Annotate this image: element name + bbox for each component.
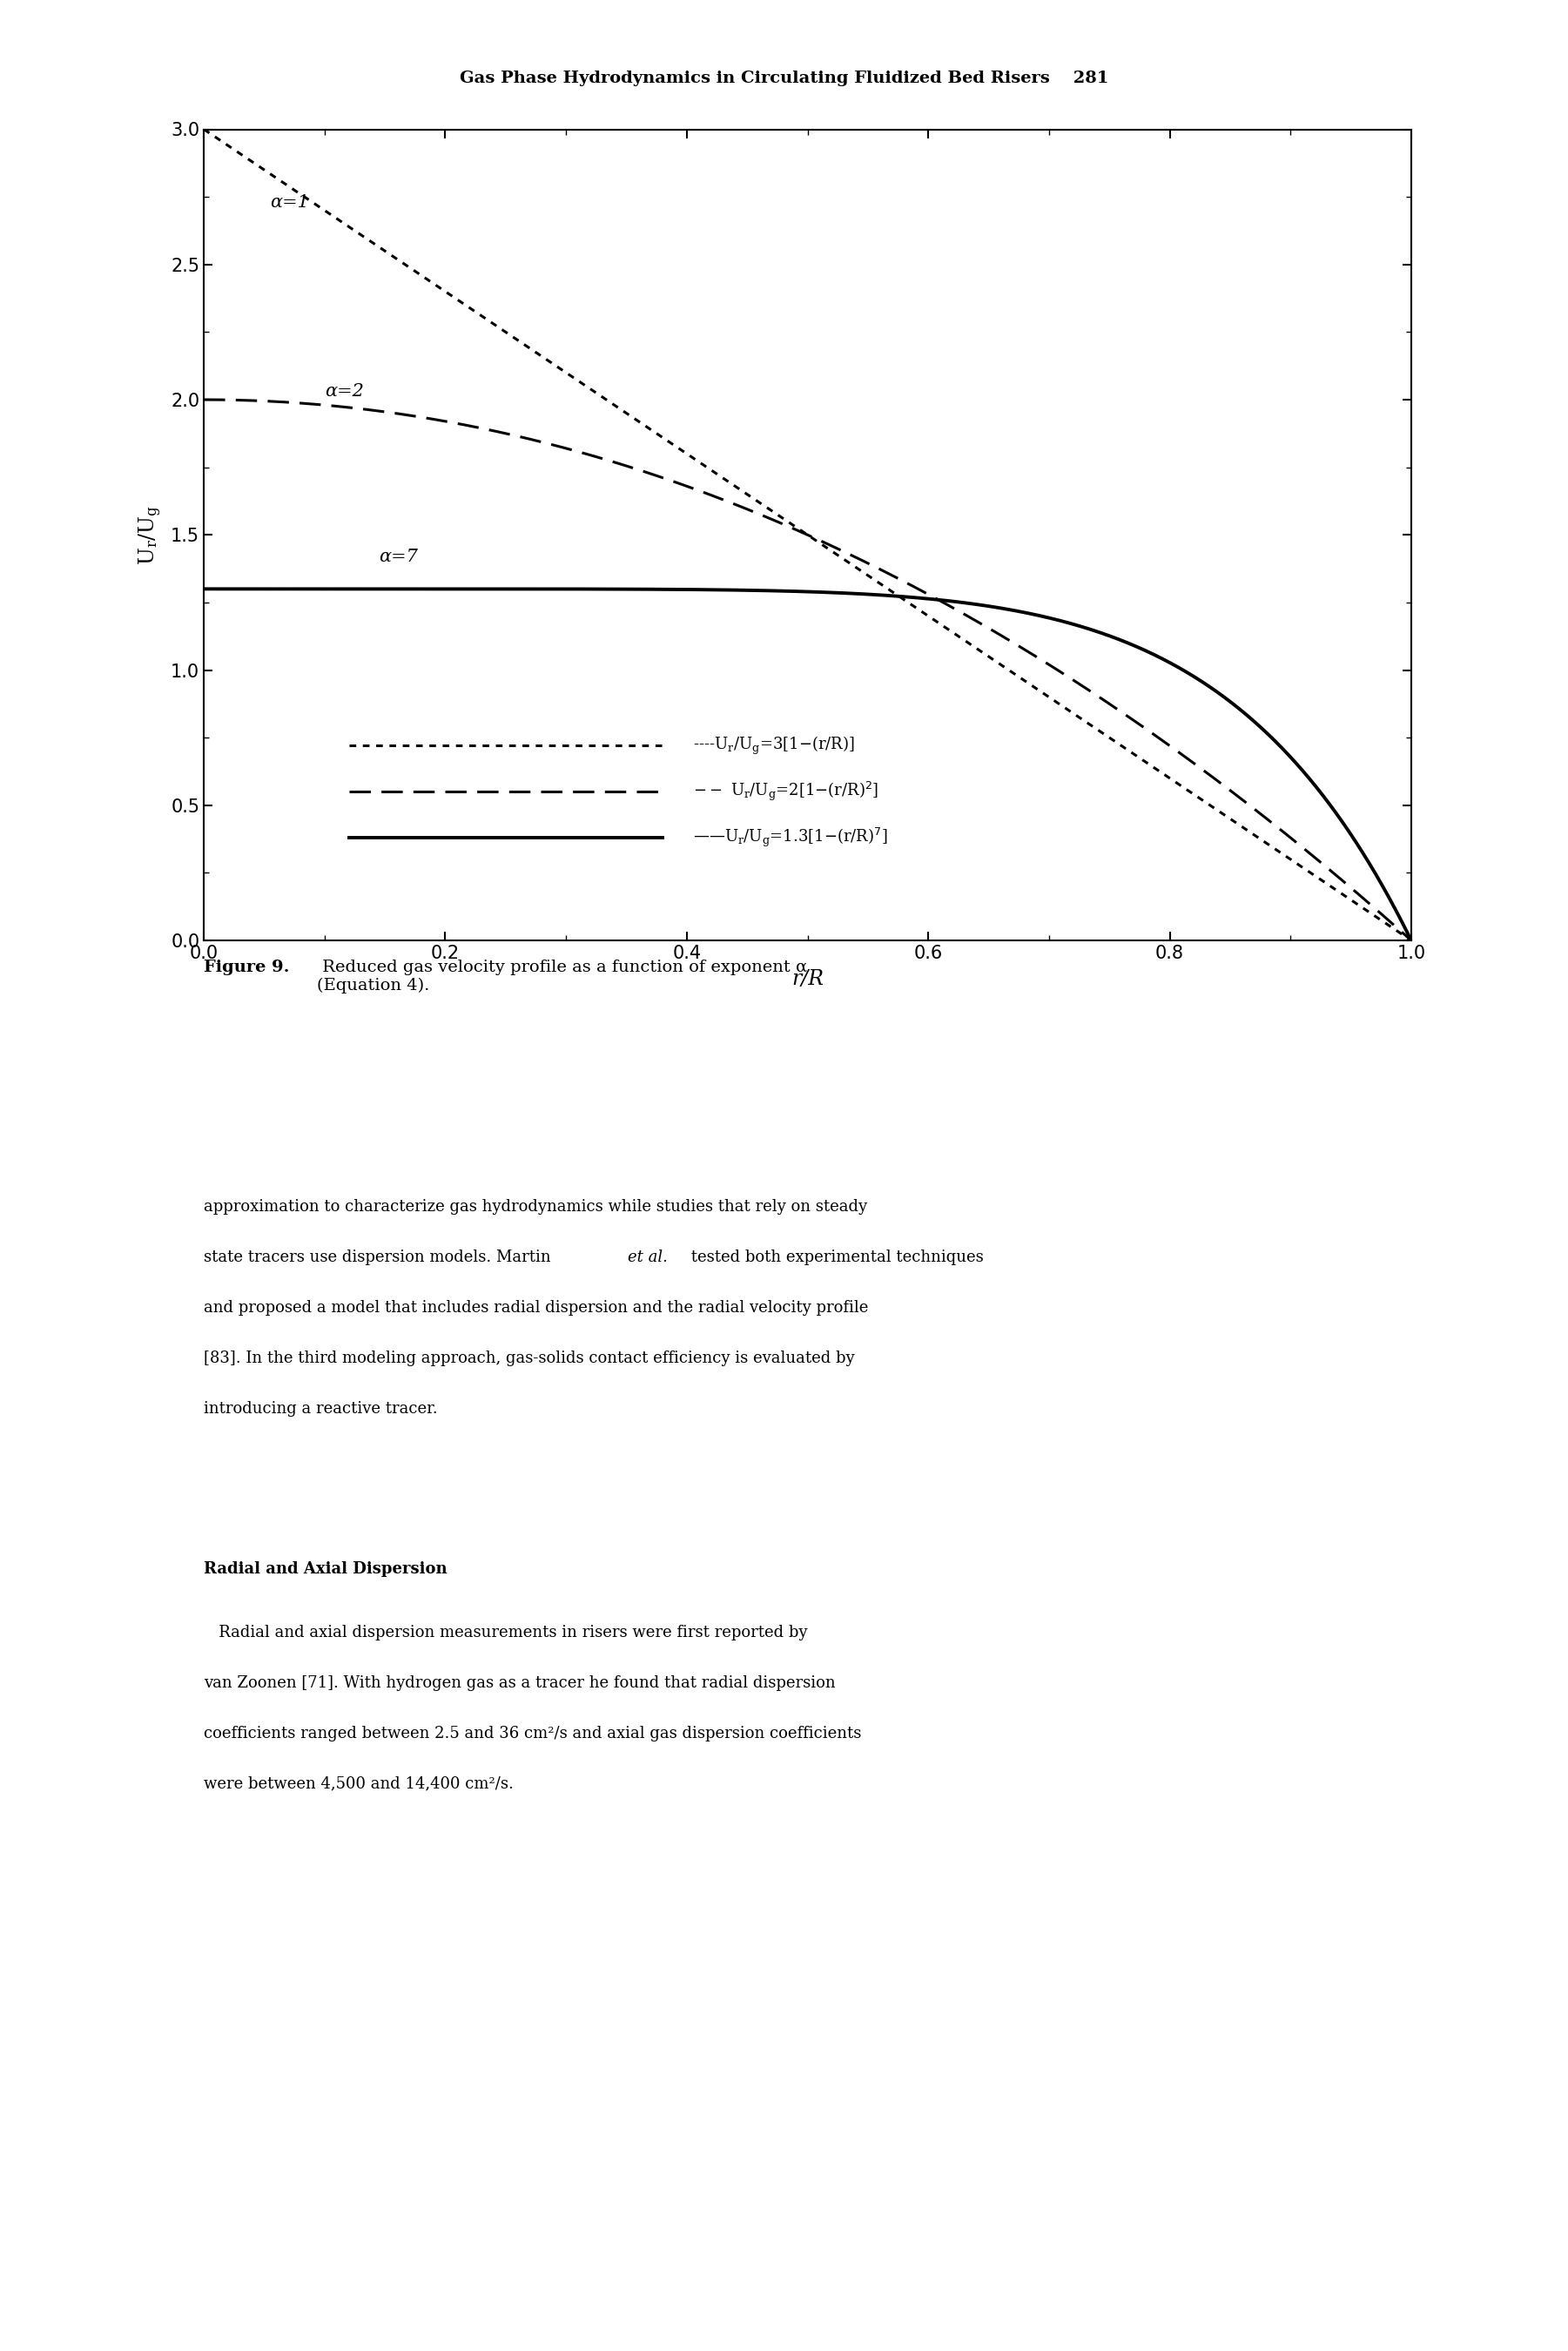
Text: et al.: et al.: [629, 1251, 668, 1265]
Text: α=7: α=7: [379, 548, 419, 564]
Text: introducing a reactive tracer.: introducing a reactive tracer.: [204, 1401, 437, 1418]
Text: coefficients ranged between 2.5 and 36 cm²/s and axial gas dispersion coefficien: coefficients ranged between 2.5 and 36 c…: [204, 1726, 861, 1742]
Text: state tracers use dispersion models. Martin: state tracers use dispersion models. Mar…: [204, 1251, 557, 1265]
Text: were between 4,500 and 14,400 cm²/s.: were between 4,500 and 14,400 cm²/s.: [204, 1777, 514, 1791]
Text: approximation to characterize gas hydrodynamics while studies that rely on stead: approximation to characterize gas hydrod…: [204, 1199, 867, 1215]
Y-axis label: $\mathdefault{U_r/U_g}$: $\mathdefault{U_r/U_g}$: [136, 505, 163, 564]
Text: α=1: α=1: [270, 195, 309, 212]
Text: ----$\mathdefault{U_r/U_g}$=3[1$-$(r/R)]: ----$\mathdefault{U_r/U_g}$=3[1$-$(r/R)]: [693, 736, 855, 757]
Text: $\mathdefault{- -\ U_r/U_g}$=2[1$-$(r/R)$^2$]: $\mathdefault{- -\ U_r/U_g}$=2[1$-$(r/R)…: [693, 781, 878, 804]
Text: Radial and axial dispersion measurements in risers were first reported by: Radial and axial dispersion measurements…: [204, 1625, 808, 1641]
Text: Radial and Axial Dispersion: Radial and Axial Dispersion: [204, 1561, 447, 1578]
Text: and proposed a model that includes radial dispersion and the radial velocity pro: and proposed a model that includes radia…: [204, 1300, 869, 1317]
X-axis label: r/R: r/R: [792, 969, 823, 990]
Text: α=2: α=2: [325, 383, 364, 400]
Text: tested both experimental techniques: tested both experimental techniques: [687, 1251, 983, 1265]
Text: $\mathdefault{——U_r/U_g}$=1.3[1$-$(r/R)$^7$]: $\mathdefault{——U_r/U_g}$=1.3[1$-$(r/R)$…: [693, 825, 887, 849]
Text: Figure 9.: Figure 9.: [204, 959, 290, 976]
Text: [83]. In the third modeling approach, gas-solids contact efficiency is evaluated: [83]. In the third modeling approach, ga…: [204, 1349, 855, 1366]
Text: Gas Phase Hydrodynamics in Circulating Fluidized Bed Risers    281: Gas Phase Hydrodynamics in Circulating F…: [459, 71, 1109, 87]
Text: Reduced gas velocity profile as a function of exponent α
(Equation 4).: Reduced gas velocity profile as a functi…: [317, 959, 808, 992]
Text: van Zoonen [71]. With hydrogen gas as a tracer he found that radial dispersion: van Zoonen [71]. With hydrogen gas as a …: [204, 1676, 836, 1690]
